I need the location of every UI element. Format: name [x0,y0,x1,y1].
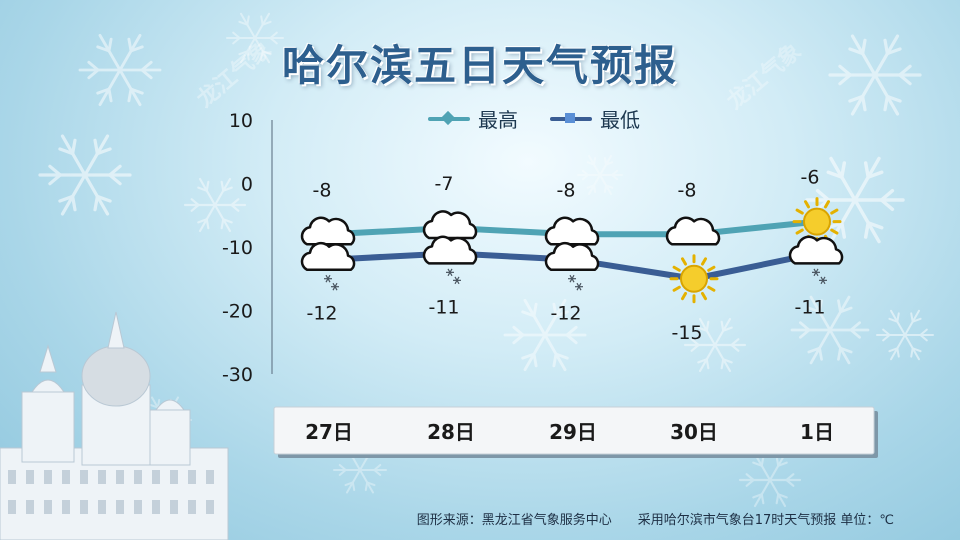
x-tick-label: 28日 [427,420,475,444]
sun-shape [669,254,719,304]
snowflake-mark [331,282,339,291]
x-tick-label: 30日 [670,420,718,444]
cloud-shape [544,241,600,271]
data-label-low: -12 [550,303,581,325]
category-strip [273,406,875,455]
footer-source: 图形来源：黑龙江省气象服务中心 [416,513,612,528]
cathedral-illustration [0,311,229,540]
snowflake-decoration [790,295,870,365]
data-label-high: -6 [801,167,820,189]
snowflake-mark [812,268,820,277]
data-label-low: -15 [671,322,702,344]
snowflake-mark [575,282,583,291]
snowflake-mark [819,276,827,285]
data-label-high: -8 [557,179,576,201]
x-tick-label: 1日 [800,420,834,444]
x-tick-label: 29日 [549,420,597,444]
cloud-icon [665,216,721,246]
snowflake-decoration [805,156,905,244]
sun-icon [792,197,842,247]
cloud-snow-icon [300,241,356,291]
snowflake-decoration [876,309,934,361]
legend-high-label: 最高 [478,108,518,132]
cloud-shape [665,216,721,246]
snowflake-decoration [683,317,747,373]
snowflake-mark [568,274,576,283]
footer: 图形来源：黑龙江省气象服务中心 采用哈尔滨市气象台17时天气预报 单位：℃ [417,509,894,528]
snowflake-mark [324,274,332,283]
data-label-high: -8 [313,179,332,201]
legend-item-low: 最低 [550,104,640,133]
x-tick-label: 27日 [305,420,353,444]
snowflake-decoration [503,298,587,372]
snowflake-mark [446,268,454,277]
legend-item-high: 最高 [428,104,518,133]
legend-low-label: 最低 [600,108,640,132]
snowflake-decoration [738,452,802,508]
cloud-shape [544,216,600,246]
chart-legend: 最高 最低 [428,104,640,133]
data-label-high: -8 [678,179,697,201]
data-label-low: -11 [794,296,825,318]
y-tick-label: -20 [222,301,253,323]
snowflake-decoration [828,34,922,116]
y-tick-label: 10 [229,110,253,132]
legend-high-swatch [428,110,470,125]
cloud-shape [300,241,356,271]
cloud-shape [300,216,356,246]
snowflake-decoration [38,134,132,216]
legend-low-swatch [550,112,592,123]
snowflake-mark [453,276,461,285]
sun-icon [669,254,719,304]
sun-shape [792,197,842,247]
snowflake-decoration [577,154,623,196]
y-tick-label: -10 [222,237,253,259]
data-label-low: -11 [428,296,459,318]
y-tick-label: 0 [241,174,253,196]
y-tick-label: -30 [222,364,253,386]
snowflake-decoration [183,177,247,233]
cloud-snow-icon [544,241,600,291]
cloud-snow-icon [422,235,478,285]
footer-note: 采用哈尔滨市气象台17时天气预报 单位：℃ [637,513,894,528]
cloud-shape [422,235,478,265]
cloud-icon [300,216,356,246]
data-label-high: -7 [435,173,454,195]
snowflake-decoration [226,12,284,64]
page-title: 哈尔滨五日天气预报 [281,41,678,90]
snowflake-decoration [78,33,162,107]
data-label-low: -12 [306,303,337,325]
cloud-shape [788,235,844,265]
cloud-snow-icon [788,235,844,285]
cloud-shape [422,210,478,240]
